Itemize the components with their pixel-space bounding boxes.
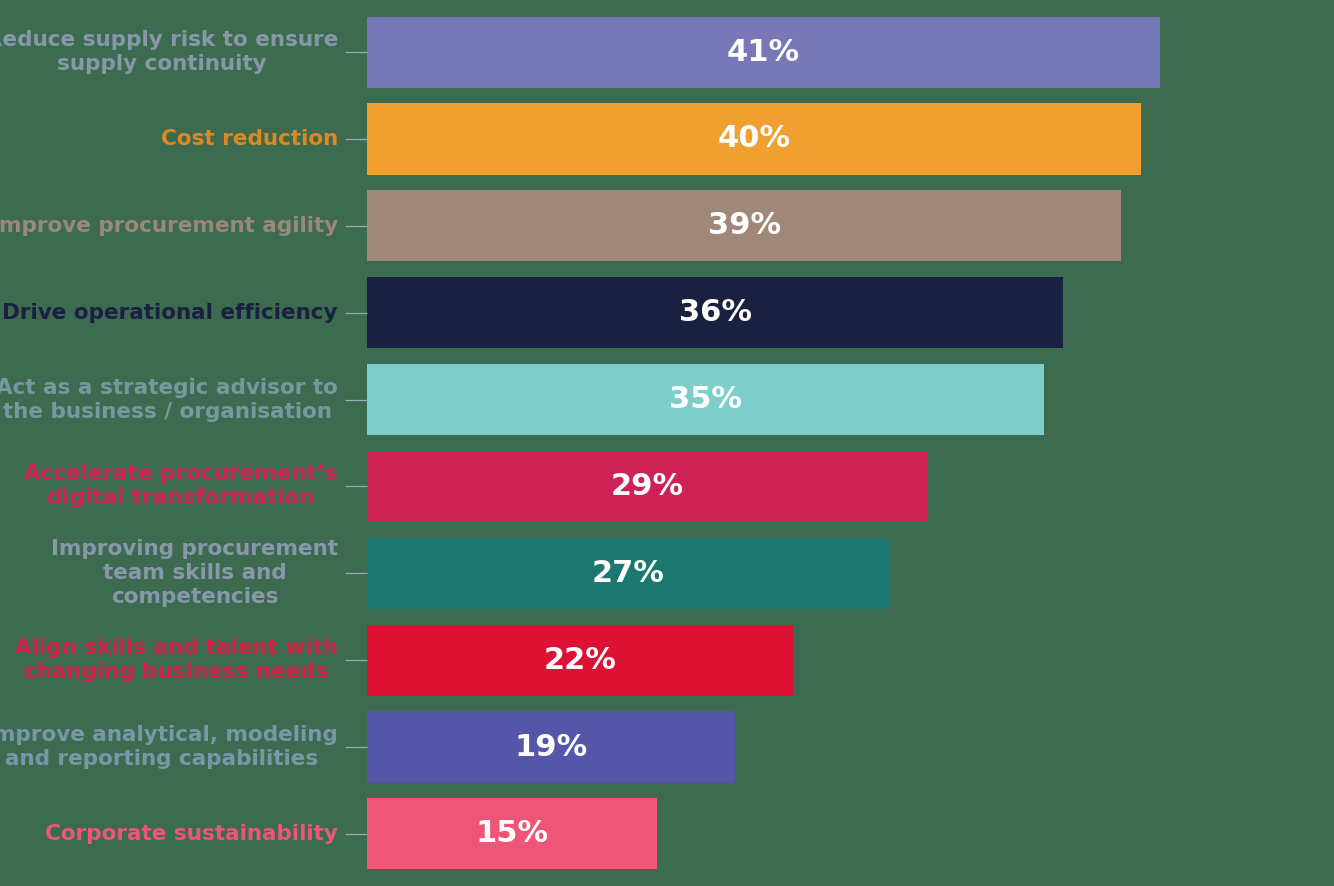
Text: Accelerate procurement’s
digital transformation: Accelerate procurement’s digital transfo…: [24, 464, 338, 509]
Bar: [367, 17, 1161, 88]
Text: Drive operational efficiency: Drive operational efficiency: [3, 303, 338, 323]
Text: Improve procurement agility: Improve procurement agility: [0, 216, 338, 236]
Text: 41%: 41%: [727, 37, 800, 66]
Text: 36%: 36%: [679, 299, 752, 327]
Bar: [367, 104, 1141, 175]
Bar: [367, 798, 658, 869]
Text: Align skills and talent with
changing business needs: Align skills and talent with changing bu…: [15, 638, 338, 682]
Bar: [367, 451, 928, 522]
Text: 15%: 15%: [476, 820, 548, 849]
Bar: [367, 190, 1122, 261]
Text: 40%: 40%: [718, 124, 791, 153]
Text: 29%: 29%: [611, 472, 684, 501]
Bar: [367, 711, 735, 782]
Text: Improve analytical, modeling
and reporting capabilities: Improve analytical, modeling and reporti…: [0, 725, 338, 769]
Text: 39%: 39%: [708, 212, 780, 240]
Bar: [367, 625, 792, 696]
Text: 22%: 22%: [543, 646, 616, 674]
Text: 19%: 19%: [515, 733, 587, 762]
Text: Reduce supply risk to ensure
supply continuity: Reduce supply risk to ensure supply cont…: [0, 30, 338, 74]
Text: Act as a strategic advisor to
the business / organisation: Act as a strategic advisor to the busine…: [0, 377, 338, 422]
Bar: [367, 277, 1063, 348]
Text: 35%: 35%: [670, 385, 742, 414]
Text: Corporate sustainability: Corporate sustainability: [45, 824, 338, 843]
Bar: [367, 364, 1045, 435]
Text: Cost reduction: Cost reduction: [160, 129, 338, 149]
Text: 27%: 27%: [592, 559, 664, 587]
Text: Improving procurement
team skills and
competencies: Improving procurement team skills and co…: [51, 540, 338, 607]
Bar: [367, 538, 890, 609]
